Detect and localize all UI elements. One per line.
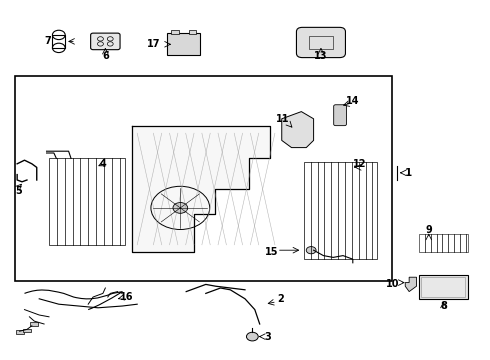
Bar [30,322,38,326]
Text: 15: 15 [265,247,279,257]
Bar [304,162,377,259]
Text: 8: 8 [440,301,447,311]
Circle shape [246,332,258,341]
Bar [419,234,468,252]
Bar [419,275,468,299]
Bar [15,76,392,281]
Text: 4: 4 [99,159,106,169]
FancyBboxPatch shape [296,27,345,58]
Text: 1: 1 [405,168,413,178]
Text: 12: 12 [353,159,367,169]
Bar [16,330,24,334]
Text: 5: 5 [15,186,22,196]
Bar [421,277,465,297]
Bar [49,158,125,245]
Text: 13: 13 [314,51,328,61]
Text: 2: 2 [277,294,284,304]
Bar [171,30,179,34]
Circle shape [306,247,316,254]
Text: 3: 3 [265,332,271,342]
FancyBboxPatch shape [334,105,346,126]
Text: 9: 9 [425,225,432,235]
Text: 16: 16 [120,292,134,302]
Text: 11: 11 [275,114,289,124]
Polygon shape [282,112,314,148]
Polygon shape [132,126,270,252]
Text: 14: 14 [346,96,360,106]
FancyBboxPatch shape [167,33,200,55]
Polygon shape [405,277,416,292]
Text: 17: 17 [147,39,161,49]
Circle shape [173,202,188,213]
Text: 10: 10 [386,279,399,289]
FancyBboxPatch shape [91,33,120,50]
Bar [189,30,196,34]
Bar [52,35,65,48]
Text: 6: 6 [102,51,109,61]
Bar [309,36,333,49]
Text: 7: 7 [45,36,51,46]
Bar [23,329,31,332]
